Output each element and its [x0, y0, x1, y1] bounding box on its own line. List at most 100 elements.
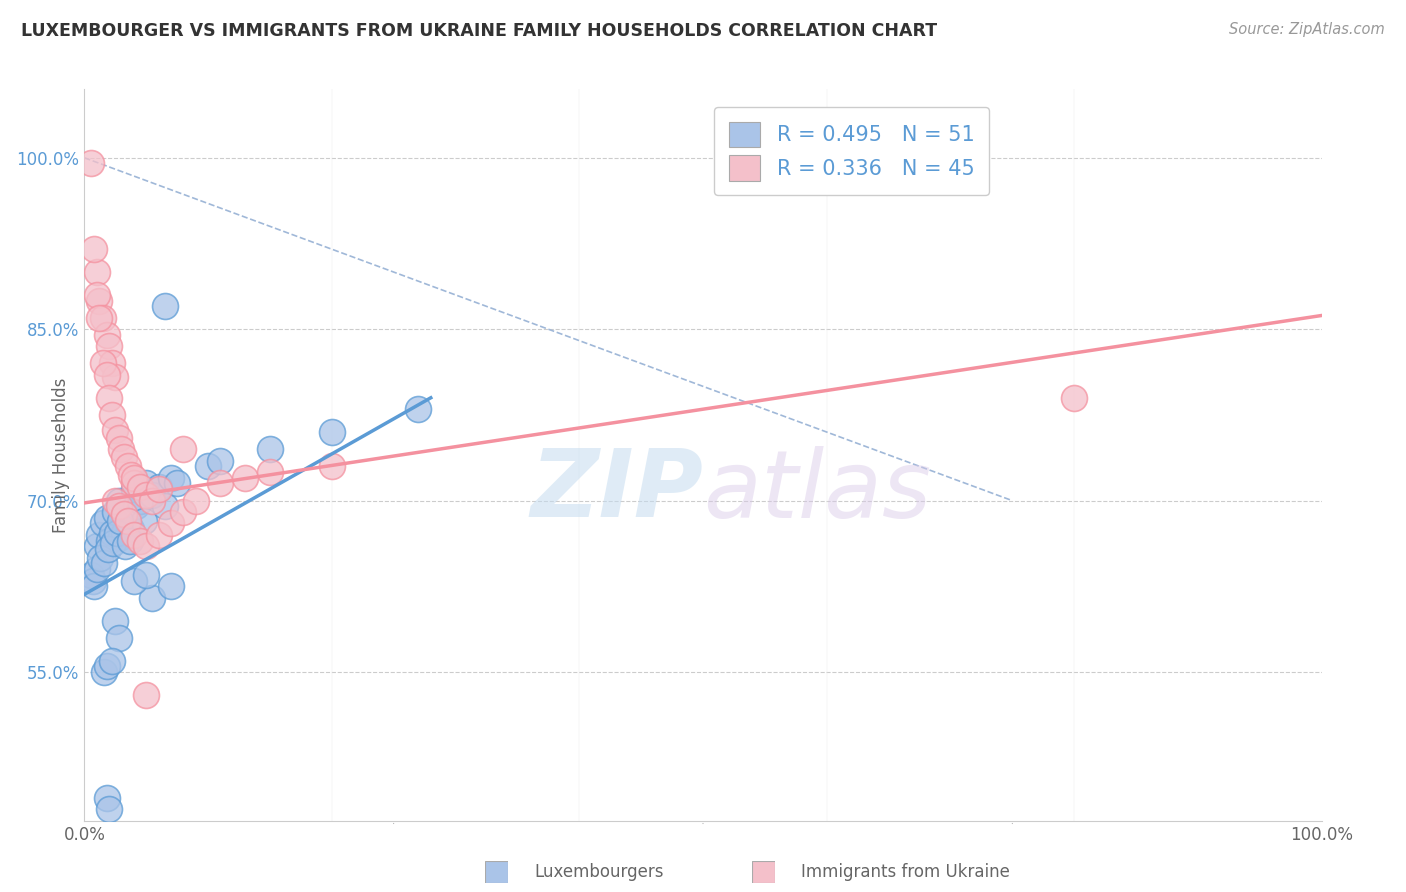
Point [160, 579, 183, 593]
Point [98, 391, 121, 405]
Point [160, 471, 183, 485]
Point [98, 339, 121, 353]
Text: Source: ZipAtlas.com: Source: ZipAtlas.com [1229, 22, 1385, 37]
Point [172, 505, 194, 519]
Point [148, 528, 170, 542]
Point [153, 299, 176, 313]
Point [96, 368, 118, 382]
Point [104, 423, 127, 437]
Point [100, 408, 122, 422]
Point [93, 665, 115, 679]
Point [108, 493, 131, 508]
Point [129, 480, 152, 494]
Point [100, 525, 122, 540]
Point [100, 654, 122, 668]
Point [141, 488, 163, 502]
Point [135, 488, 157, 502]
Point [91, 516, 114, 531]
Point [117, 514, 139, 528]
Point [135, 568, 157, 582]
Text: LUXEMBOURGER VS IMMIGRANTS FROM UKRAINE FAMILY HOUSEHOLDS CORRELATION CHART: LUXEMBOURGER VS IMMIGRANTS FROM UKRAINE … [21, 22, 938, 40]
Point [141, 591, 163, 605]
Point [125, 500, 148, 514]
Point [101, 536, 124, 550]
Point [122, 574, 145, 588]
Point [86, 562, 108, 576]
Point [120, 468, 142, 483]
Point [104, 505, 127, 519]
Point [104, 493, 127, 508]
Point [122, 482, 145, 496]
Point [89, 550, 111, 565]
Point [86, 288, 108, 302]
Text: atlas: atlas [703, 446, 931, 537]
Point [83, 579, 105, 593]
Point [96, 790, 118, 805]
Point [148, 480, 170, 494]
Point [108, 631, 131, 645]
Point [120, 522, 142, 536]
Point [135, 688, 157, 702]
Point [135, 539, 157, 553]
Point [93, 557, 115, 571]
Point [86, 265, 108, 279]
Point [110, 514, 132, 528]
Text: ZIP: ZIP [530, 445, 703, 538]
Point [89, 528, 111, 542]
Point [83, 242, 105, 256]
Point [321, 425, 343, 439]
Point [233, 471, 256, 485]
Point [209, 476, 232, 491]
Point [129, 493, 152, 508]
Point [112, 450, 135, 465]
Point [96, 327, 118, 342]
Point [166, 476, 188, 491]
Point [117, 516, 139, 531]
Point [122, 471, 145, 485]
Point [82, 574, 104, 588]
Point [135, 476, 157, 491]
Point [112, 525, 135, 540]
Text: Immigrants from Ukraine: Immigrants from Ukraine [801, 863, 1011, 881]
Point [141, 493, 163, 508]
Point [122, 528, 145, 542]
Point [89, 293, 111, 308]
Point [79, 156, 101, 170]
Point [86, 539, 108, 553]
Point [259, 442, 281, 457]
Point [100, 356, 122, 371]
Point [91, 356, 114, 371]
Point [148, 482, 170, 496]
Point [209, 453, 232, 467]
Point [110, 530, 132, 544]
Point [97, 541, 120, 556]
Point [129, 533, 152, 548]
Point [197, 459, 219, 474]
Point [153, 500, 176, 514]
Point [114, 539, 136, 553]
Point [98, 533, 121, 548]
Point [89, 310, 111, 325]
Point [112, 508, 135, 522]
Point [104, 370, 127, 384]
Point [117, 459, 139, 474]
Point [108, 500, 131, 514]
Point [120, 533, 142, 548]
Point [160, 516, 183, 531]
Point [108, 431, 131, 445]
Legend: R = 0.495   N = 51, R = 0.336   N = 45: R = 0.495 N = 51, R = 0.336 N = 45 [714, 107, 988, 195]
Point [110, 442, 132, 457]
Y-axis label: Family Households: Family Households [52, 377, 70, 533]
Point [408, 402, 430, 417]
Point [96, 659, 118, 673]
Point [259, 465, 281, 479]
Point [104, 614, 127, 628]
Point [172, 442, 194, 457]
Point [105, 525, 128, 540]
Text: Luxembourgers: Luxembourgers [534, 863, 664, 881]
Point [321, 459, 343, 474]
Point [132, 514, 155, 528]
Point [1063, 391, 1085, 405]
Point [122, 476, 145, 491]
Point [91, 310, 114, 325]
